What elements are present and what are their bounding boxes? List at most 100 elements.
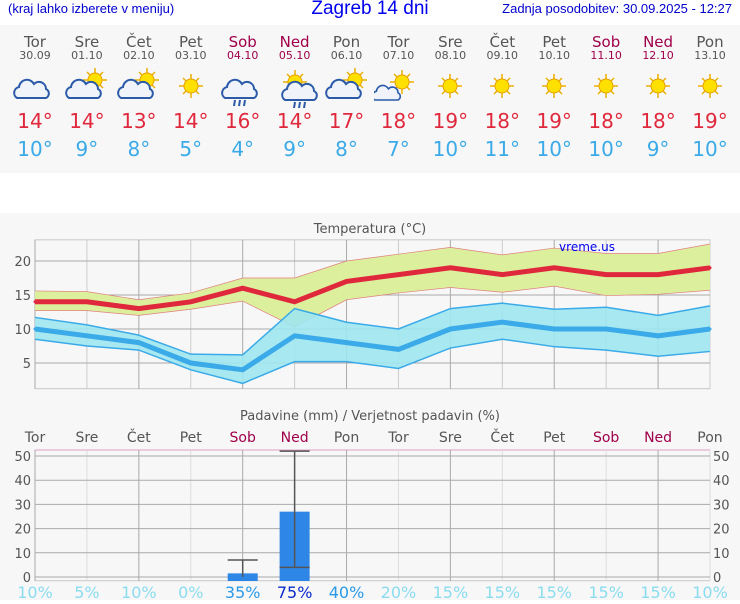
y-tick-label: 15 [14, 289, 31, 304]
day-name: Sre [74, 33, 100, 51]
min-temp-point [656, 334, 660, 338]
day-card[interactable]: Tor 30.09 14° 10° [7, 25, 63, 160]
y-tick-label-right: 20 [713, 523, 730, 538]
max-temp-point [85, 300, 89, 304]
day-label: Sob [593, 430, 619, 446]
min-temp-point [708, 327, 712, 331]
day-name: Tor [24, 33, 46, 51]
y-tick-label-right: 10 [713, 547, 730, 562]
day-card[interactable]: Sre 08.10 19° 10° [422, 25, 478, 160]
day-card[interactable]: Sob 11.10 18° 10° [578, 25, 634, 160]
min-temp: 11° [484, 137, 521, 161]
day-card[interactable]: Ned 12.10 18° 9° [630, 25, 686, 160]
min-temp-point [293, 334, 297, 338]
day-name: Pon [696, 33, 724, 51]
precip-probability: 5% [74, 583, 99, 600]
max-temp-point [604, 273, 608, 277]
min-temp: 5° [179, 137, 203, 161]
day-name: Pet [542, 33, 567, 51]
precip-probability: 15% [433, 583, 469, 600]
precip-probability: 10% [121, 583, 157, 600]
y-tick-label-left: 40 [14, 474, 31, 489]
min-temp-point [345, 341, 349, 345]
max-temp-point [448, 266, 452, 270]
max-temp: 19° [692, 109, 728, 133]
max-temp: 14° [69, 109, 105, 133]
min-temp: 4° [231, 137, 255, 161]
min-temp: 8° [335, 137, 358, 161]
min-temp: 10° [432, 137, 469, 161]
location-hint: (kraj lahko izberete v meniju) [8, 1, 175, 16]
max-temp: 16° [224, 109, 261, 133]
min-temp: 10° [536, 137, 572, 161]
temperature-and-precip-charts: Temperatura (°C) 5 10 15 20 vreme.us Padavine … [14, 222, 730, 602]
day-name: Ned [279, 33, 310, 51]
min-temp: 10° [588, 137, 624, 161]
min-temp-line [34, 319, 711, 373]
day-card[interactable]: Sob 04.10 16° 4° [215, 25, 271, 160]
day-label: Ned [281, 430, 309, 446]
day-date: 06.10 [330, 49, 363, 62]
header: (kraj lahko izberete v meniju) Zagreb 14… [0, 0, 740, 24]
y-tick-label: 5 [23, 357, 31, 372]
max-temp-point [241, 286, 245, 290]
max-temp-point [345, 279, 349, 283]
precip-probability: 75% [277, 583, 313, 600]
precip-probability: 10% [692, 583, 728, 600]
max-temp: 14° [17, 109, 53, 133]
min-temp-point [33, 327, 37, 331]
sun-icon [578, 68, 634, 108]
max-temp: 18° [380, 109, 417, 133]
day-label: Tor [387, 430, 409, 446]
day-label: Sre [439, 430, 462, 446]
y-tick-label-right: 30 [713, 498, 730, 513]
day-card[interactable]: Sre 01.10 14° 9° [59, 25, 115, 160]
min-temp: 10° [17, 137, 53, 161]
max-temp-point [708, 266, 712, 270]
day-card[interactable]: Pet 03.10 14° 5° [163, 25, 219, 160]
sun-cloud-icon [370, 68, 426, 108]
precip-probability: 15% [485, 583, 521, 600]
precip-probability: 20% [381, 583, 417, 600]
max-temp-point [552, 266, 556, 270]
day-date: 03.10 [175, 49, 207, 62]
partly-cloudy-icon [111, 68, 167, 108]
max-temp: 14° [276, 109, 313, 133]
min-temp: 9° [75, 137, 99, 161]
precip-plot-area [34, 449, 711, 582]
min-temp-point [500, 320, 504, 324]
day-card[interactable]: Ned 05.10 14° 9° [267, 25, 323, 160]
min-temp: 9° [646, 137, 670, 161]
day-card[interactable]: Pet 10.10 19° 10° [526, 25, 582, 160]
day-card[interactable]: Pon 06.10 17° 8° [319, 25, 375, 160]
band-upper-edge [34, 243, 711, 301]
day-card[interactable]: Čet 02.10 13° 8° [111, 25, 167, 160]
day-name: Ned [643, 33, 674, 51]
day-card[interactable]: Tor 07.10 18° 7° [370, 25, 426, 160]
y-tick-label: 20 [14, 255, 31, 270]
day-date: 08.10 [434, 49, 467, 62]
max-temp-point [33, 300, 37, 304]
y-tick-label-left: 0 [23, 571, 31, 586]
min-temp-point [604, 327, 608, 331]
day-card[interactable]: Pon 13.10 19° 10° [682, 25, 738, 160]
sun-icon [682, 68, 738, 108]
daily-forecast: Tor 30.09 14° 10° Sre 01.10 14° 9° Čet 02.… [0, 25, 740, 173]
day-label: Sob [230, 430, 256, 446]
day-date: 05.10 [278, 49, 311, 62]
y-tick-label-left: 30 [14, 498, 31, 513]
max-temp: 18° [640, 109, 676, 133]
y-tick-label-left: 50 [14, 450, 31, 465]
y-tick-label: 10 [14, 323, 31, 338]
max-temp-band [35, 244, 710, 327]
max-temp-point [500, 273, 504, 277]
watermark: vreme.us [559, 240, 615, 254]
min-temp-point [241, 368, 245, 372]
max-temp-point [656, 273, 660, 277]
max-temp-point [396, 273, 400, 277]
day-label: Pon [334, 430, 359, 446]
precip-probability: 35% [225, 583, 261, 600]
day-name: Pet [178, 33, 203, 51]
sun-icon [474, 68, 530, 108]
day-card[interactable]: Čet 09.10 18° 11° [474, 25, 530, 160]
